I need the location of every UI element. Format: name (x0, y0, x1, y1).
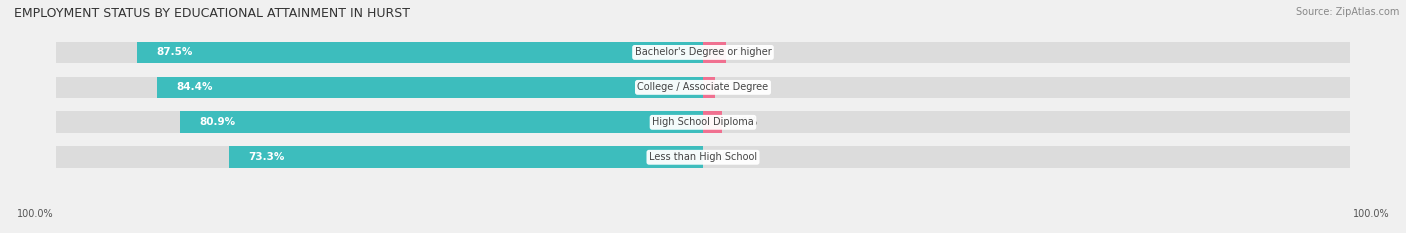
Bar (703, 76, 714, 98)
Bar (56, 112, 1350, 133)
Bar (703, 41, 725, 63)
Text: Source: ZipAtlas.com: Source: ZipAtlas.com (1295, 7, 1399, 17)
Bar (56, 76, 1350, 98)
Text: High School Diploma: High School Diploma (652, 117, 754, 127)
Text: 100.0%: 100.0% (1353, 209, 1389, 219)
Text: 87.5%: 87.5% (156, 48, 193, 57)
Text: 3.5%: 3.5% (735, 48, 762, 57)
Text: Bachelor's Degree or higher: Bachelor's Degree or higher (634, 48, 772, 57)
Text: 80.9%: 80.9% (200, 117, 235, 127)
Bar (157, 76, 703, 98)
Text: Less than High School: Less than High School (650, 152, 756, 162)
Bar (56, 147, 1350, 168)
Bar (138, 41, 703, 63)
Text: 0.0%: 0.0% (713, 152, 740, 162)
Text: EMPLOYMENT STATUS BY EDUCATIONAL ATTAINMENT IN HURST: EMPLOYMENT STATUS BY EDUCATIONAL ATTAINM… (14, 7, 411, 20)
Bar (703, 112, 721, 133)
Text: 2.9%: 2.9% (731, 117, 758, 127)
Text: 1.8%: 1.8% (724, 82, 751, 92)
Text: College / Associate Degree: College / Associate Degree (637, 82, 769, 92)
Text: 84.4%: 84.4% (177, 82, 214, 92)
Text: 73.3%: 73.3% (249, 152, 284, 162)
Bar (56, 41, 1350, 63)
Bar (229, 147, 703, 168)
Bar (180, 112, 703, 133)
Text: 100.0%: 100.0% (17, 209, 53, 219)
